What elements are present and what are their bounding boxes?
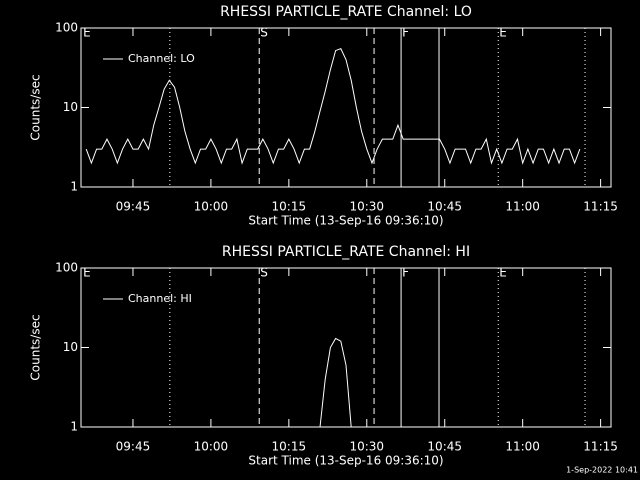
y-tick-label: 10 (63, 340, 78, 354)
y-tick-label: 1 (70, 420, 78, 434)
footer: 1-Sep-2022 10:41 (566, 466, 638, 475)
y-tick-label: 10 (63, 100, 78, 114)
legend-label: Channel: HI (128, 292, 192, 305)
data-line (85, 48, 581, 165)
annotation: F (402, 26, 409, 40)
annotation: F (402, 266, 409, 280)
annotation: E (499, 266, 507, 280)
legend-label: Channel: LO (128, 52, 195, 65)
chart-title: RHESSI PARTICLE_RATE Channel: HI (222, 244, 470, 260)
x-axis-label: Start Time (13-Sep-16 09:36:10) (248, 454, 443, 468)
x-tick-label: 10:00 (194, 200, 229, 214)
x-tick-label: 10:30 (349, 200, 384, 214)
series-group (319, 337, 352, 427)
x-tick-label: 09:45 (116, 440, 151, 454)
annotation: E (83, 266, 91, 280)
annotation: S (260, 266, 268, 280)
x-tick-label: 09:45 (116, 200, 151, 214)
y-tick-label: 1 (70, 180, 78, 194)
x-tick-label: 11:00 (505, 200, 540, 214)
annotation: E (83, 26, 91, 40)
x-axis-label: Start Time (13-Sep-16 09:36:10) (248, 214, 443, 228)
x-tick-label: 10:45 (427, 440, 462, 454)
x-tick-label: 11:15 (583, 200, 618, 214)
x-tick-label: 10:15 (272, 200, 307, 214)
y-tick-label: 100 (55, 261, 78, 275)
annotation: E (499, 26, 507, 40)
x-tick-label: 10:45 (427, 200, 462, 214)
data-line (319, 337, 352, 427)
y-axis-label: Counts/sec (29, 314, 43, 380)
x-tick-label: 10:00 (194, 440, 229, 454)
series-group (85, 48, 581, 165)
x-tick-label: 10:15 (272, 440, 307, 454)
y-tick-label: 100 (55, 21, 78, 35)
chart-title: RHESSI PARTICLE_RATE Channel: LO (220, 4, 472, 20)
x-tick-label: 11:00 (505, 440, 540, 454)
annotation: S (260, 26, 268, 40)
x-tick-label: 11:15 (583, 440, 618, 454)
y-axis-label: Counts/sec (29, 74, 43, 140)
x-tick-label: 10:30 (349, 440, 384, 454)
